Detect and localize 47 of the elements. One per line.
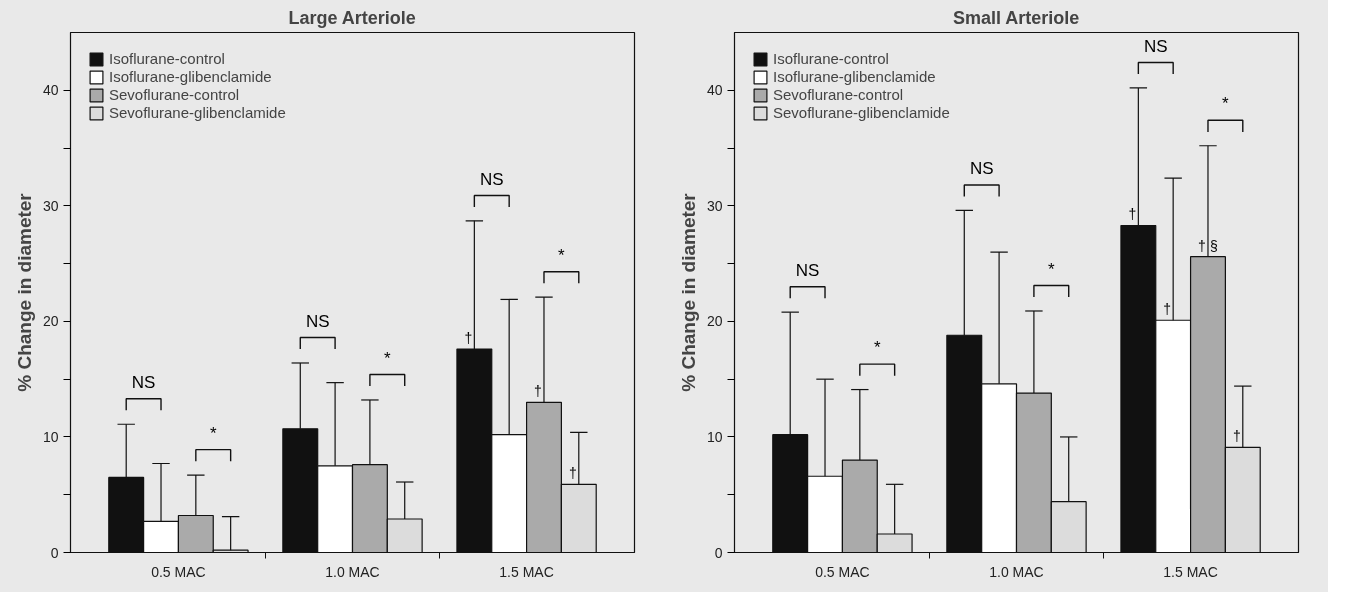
y-tick-label: 20 bbox=[42, 313, 59, 330]
x-tick-label: 1.5 MAC bbox=[499, 563, 554, 580]
annotation: NS bbox=[131, 372, 156, 392]
data-label: † bbox=[568, 465, 577, 482]
y-tick-label: 40 bbox=[42, 82, 59, 99]
data-label: † bbox=[464, 330, 473, 347]
legend-label: Isoflurane-glibenclamide bbox=[109, 68, 272, 85]
annotation: NS bbox=[795, 260, 820, 280]
y-axis-title: % Change in diameter bbox=[13, 192, 35, 392]
annotation: NS bbox=[305, 311, 330, 331]
x-tick-label: 1.5 MAC bbox=[1163, 563, 1218, 580]
legend-label: Sevoflurane-glibenclamide bbox=[109, 104, 286, 121]
legend-label: Isoflurane-control bbox=[109, 50, 225, 67]
x-tick-label: 1.0 MAC bbox=[989, 563, 1044, 580]
annotation: * bbox=[209, 423, 217, 443]
legend-label: Sevoflurane-control bbox=[773, 86, 904, 103]
x-tick-label: 0.5 MAC bbox=[151, 563, 206, 580]
legend-label: Isoflurane-glibenclamide bbox=[773, 68, 936, 85]
y-tick-label: 0 bbox=[714, 544, 723, 561]
annotation: * bbox=[558, 245, 566, 265]
legend-label: Sevoflurane-control bbox=[109, 86, 240, 103]
x-tick-label: 0.5 MAC bbox=[815, 563, 870, 580]
annotation: NS bbox=[969, 159, 994, 179]
y-tick-label: 10 bbox=[42, 428, 59, 445]
annotation: NS bbox=[479, 169, 504, 189]
y-axis-title: % Change in diameter bbox=[677, 192, 699, 392]
y-tick-label: 30 bbox=[42, 197, 59, 214]
y-tick-label: 30 bbox=[706, 197, 723, 214]
y-tick-label: 10 bbox=[706, 428, 723, 445]
data-label: † § bbox=[1198, 237, 1218, 254]
data-label: † bbox=[1163, 301, 1172, 318]
legend-label: Isoflurane-control bbox=[773, 50, 889, 67]
data-label: † bbox=[1232, 428, 1241, 445]
annotation: * bbox=[873, 338, 881, 358]
y-tick-label: 20 bbox=[706, 313, 723, 330]
x-tick-label: 1.0 MAC bbox=[325, 563, 380, 580]
y-tick-label: 40 bbox=[706, 82, 723, 99]
data-label: † bbox=[1128, 206, 1137, 223]
chart-title: Large Arteriole bbox=[288, 7, 416, 28]
data-label: † bbox=[534, 383, 542, 400]
y-tick-label: 0 bbox=[50, 544, 59, 561]
legend-label: Sevoflurane-glibenclamide bbox=[773, 104, 950, 121]
annotation: * bbox=[1048, 259, 1056, 279]
annotation: * bbox=[1222, 94, 1230, 114]
annotation: NS bbox=[1143, 36, 1168, 56]
chart-title: Small Arteriole bbox=[952, 7, 1080, 28]
annotation: * bbox=[384, 348, 392, 368]
